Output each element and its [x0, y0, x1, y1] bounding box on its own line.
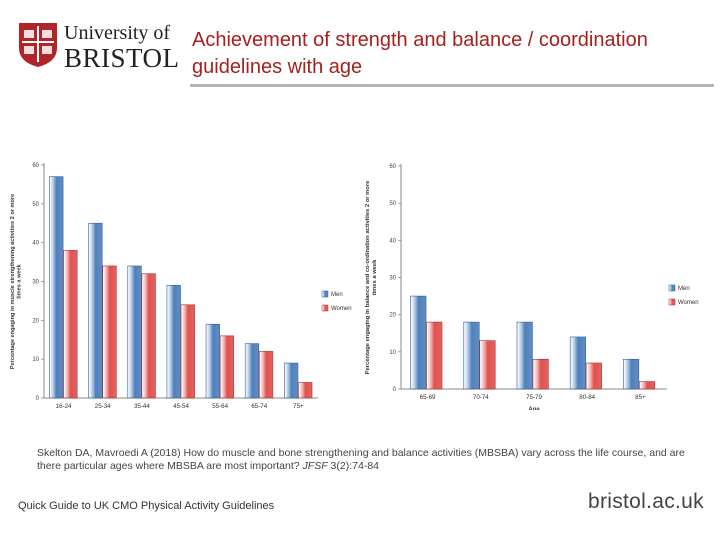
x-tick-label: 85+	[635, 394, 646, 401]
x-tick-label: 16-24	[56, 403, 72, 410]
y-axis-label: Percentage engaging in balance and co-or…	[365, 180, 378, 374]
bar-women-75-79	[532, 358, 549, 390]
bar-men-25-34	[88, 222, 103, 399]
bar-men-16-24	[49, 176, 64, 399]
y-tick-label: 10	[389, 350, 396, 356]
x-axis-label: Age	[528, 407, 540, 410]
y-tick-label: 60	[32, 163, 39, 169]
y-tick-label: 40	[389, 238, 396, 244]
citation-text: Skelton DA, Mavroedi A (2018) How do mus…	[37, 447, 685, 472]
bar-women-16-24	[63, 250, 78, 399]
bar-women-75+	[298, 382, 313, 399]
bar-men-65-74	[244, 343, 260, 399]
bar-men-45-54	[166, 285, 181, 399]
y-tick-label: 50	[389, 201, 396, 207]
balance-coordination-chart: 0 10 20 30 40 50 60 65-69 70-74 75-79 80-84 85+ Age P…	[365, 164, 699, 410]
y-axis-label: Percentage engaging in muscle strengthen…	[10, 194, 23, 369]
legend-label-women: Women	[331, 306, 352, 312]
title-divider	[190, 84, 714, 87]
bar-women-35-44	[141, 273, 156, 399]
legend-label-men: Men	[331, 292, 343, 298]
bar-women-65-74	[258, 351, 274, 399]
legend-label-men: Men	[678, 286, 690, 292]
x-tick-label: 70-74	[473, 394, 489, 401]
y-tick-label: 60	[389, 164, 396, 170]
y-tick-label: 20	[32, 318, 39, 324]
bar-men-35-44	[127, 265, 142, 399]
bar-men-85+	[623, 358, 640, 390]
y-axis-label-line: Percentage engaging in balance and co-or…	[365, 180, 371, 374]
bar-men-75+	[284, 362, 299, 399]
x-tick-label: 75+	[293, 403, 304, 410]
x-tick-label: 75-79	[526, 394, 542, 401]
y-tick-label: 0	[36, 396, 40, 402]
x-tick-label: 80-84	[579, 394, 595, 401]
citation: Skelton DA, Mavroedi A (2018) How do mus…	[37, 447, 703, 473]
bar-men-80-84	[569, 336, 586, 390]
legend-label-women: Women	[678, 300, 699, 306]
crest-icon	[19, 23, 57, 67]
bar-women-45-54	[180, 304, 195, 399]
logo-text-line1: University of	[64, 22, 171, 44]
y-tick-label: 10	[32, 357, 39, 363]
muscle-strengthening-chart: 0 10 20 30 40 50 60 16-24 25-34 35-44 45-54 55-64 65…	[10, 163, 352, 410]
legend-swatch-women	[668, 298, 676, 306]
y-tick-label: 30	[389, 276, 396, 282]
legend-swatch-women	[321, 304, 329, 312]
bar-men-70-74	[463, 321, 480, 390]
x-tick-label: 65-69	[420, 394, 436, 401]
bar-women-55-64	[219, 335, 235, 399]
x-tick-label: 35-44	[134, 403, 150, 410]
y-axis-label-line: times a week	[17, 263, 23, 298]
bar-women-65-69	[426, 321, 443, 390]
logo-text-line2: BRISTOL	[64, 43, 180, 73]
university-logo: University of BRISTOL	[18, 22, 180, 73]
x-tick-label: 55-64	[212, 403, 228, 410]
citation-volume: 3(2):74-84	[327, 460, 380, 472]
bar-men-65-69	[410, 295, 427, 390]
y-tick-label: 30	[32, 280, 39, 286]
legend-swatch-men	[668, 284, 676, 292]
bar-men-55-64	[205, 323, 220, 399]
y-tick-label: 40	[32, 241, 39, 247]
y-tick-label: 20	[389, 313, 396, 319]
y-tick-label: 50	[32, 202, 39, 208]
x-tick-label: 25-34	[95, 403, 111, 410]
citation-journal: JFSF	[302, 460, 328, 472]
x-tick-label: 45-54	[173, 403, 189, 410]
slide-title: Achievement of strength and balance / co…	[192, 29, 648, 78]
bar-women-25-34	[102, 265, 117, 399]
footer-website[interactable]: bristol.ac.uk	[588, 490, 704, 513]
bar-women-85+	[639, 381, 656, 390]
y-axis-label-line: times a week	[372, 259, 378, 296]
bar-women-70-74	[479, 340, 496, 390]
y-axis-label-line: Percentage engaging in muscle strengthen…	[10, 194, 16, 369]
x-tick-label: 65-74	[251, 403, 267, 410]
bar-men-75-79	[516, 321, 533, 390]
legend-swatch-men	[321, 290, 329, 298]
bar-women-80-84	[585, 362, 602, 390]
footer-guide-title: Quick Guide to UK CMO Physical Activity …	[18, 500, 275, 512]
y-tick-label: 0	[393, 387, 397, 393]
